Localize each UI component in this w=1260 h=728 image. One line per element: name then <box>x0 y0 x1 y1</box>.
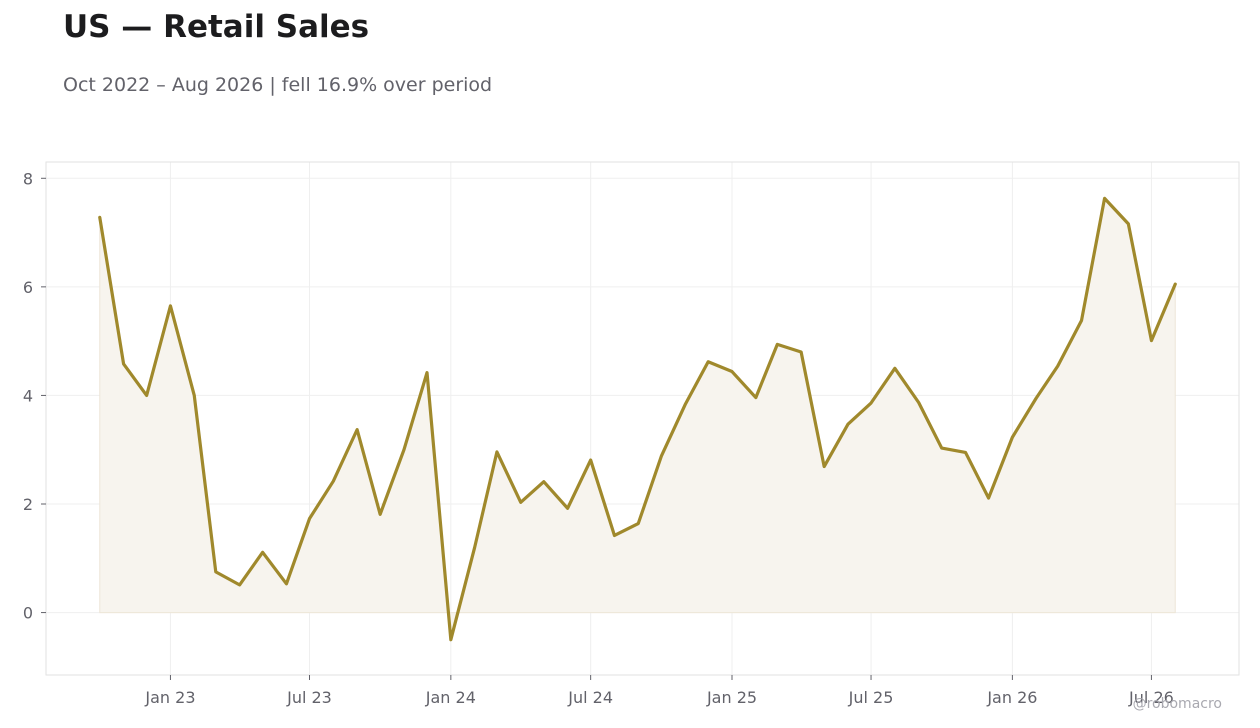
y-axis-ticks: 0 2 4 6 8 <box>23 169 46 623</box>
y-tick-label: 4 <box>23 386 33 405</box>
x-tick-label: Jan 25 <box>706 688 757 707</box>
x-axis-ticks: Jan 23 Jul 23 Jan 24 Jul 24 Jan 25 Jul 25 Jan … <box>144 675 1174 707</box>
x-tick-label: Jul 26 <box>1128 688 1174 707</box>
x-tick-label: Jul 25 <box>848 688 894 707</box>
chart-subtitle: Oct 2022 – Aug 2026 | fell 16.9% over pe… <box>63 74 493 96</box>
y-tick-label: 6 <box>23 278 33 297</box>
x-tick-label: Jul 24 <box>567 688 613 707</box>
area-fill <box>99 197 1176 640</box>
y-tick-label: 0 <box>23 604 33 623</box>
plot-frame <box>45 161 1240 676</box>
y-tick-label: 8 <box>23 169 33 188</box>
watermark: @robomacro <box>1132 696 1222 712</box>
x-tick-label: Jul 23 <box>286 688 332 707</box>
series-line <box>98 196 1177 642</box>
x-tick-label: Jan 23 <box>144 688 195 707</box>
x-tick-label: Jan 26 <box>986 688 1037 707</box>
y-tick-label: 2 <box>23 495 33 514</box>
x-tick-label: Jan 24 <box>425 688 476 707</box>
chart-title: US — Retail Sales <box>63 9 370 45</box>
